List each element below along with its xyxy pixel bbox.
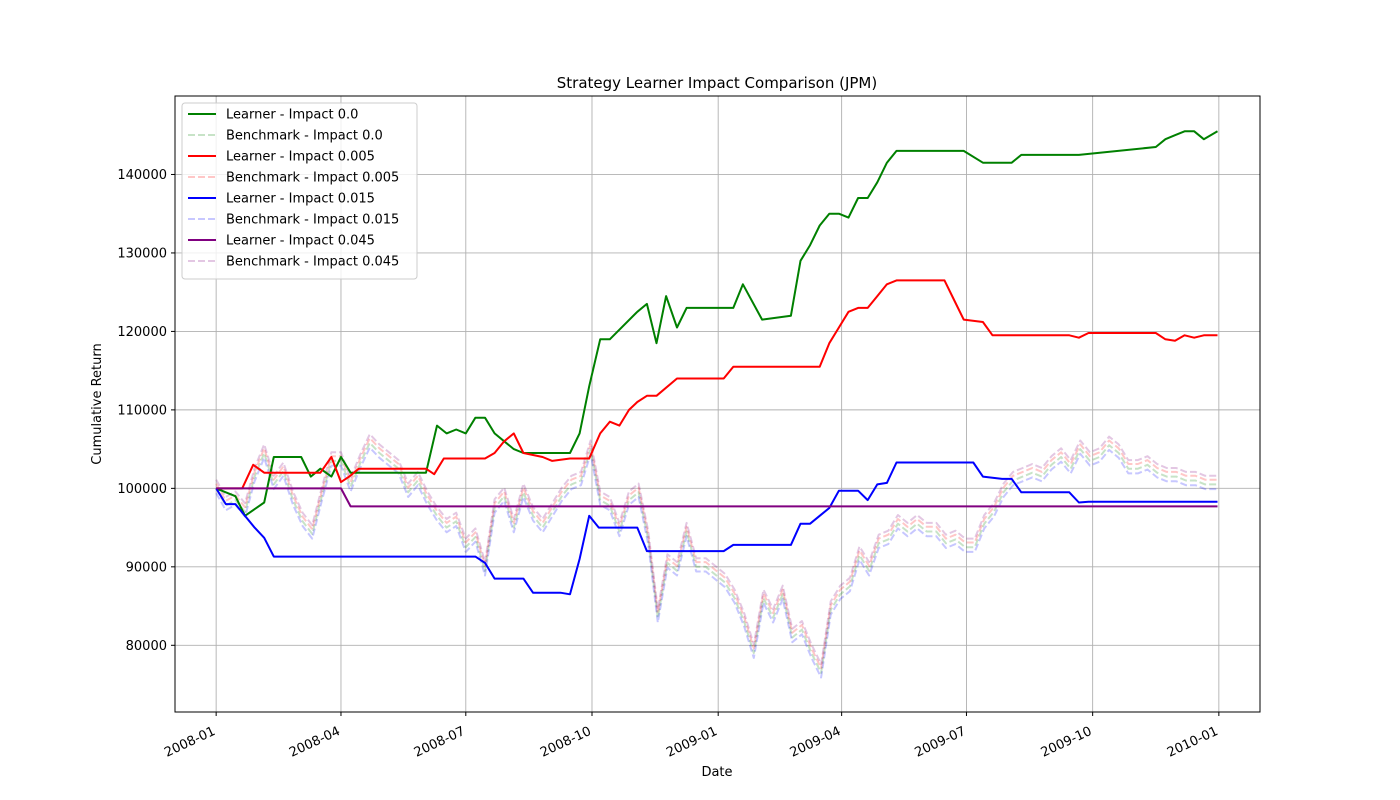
legend-label: Learner - Impact 0.0: [226, 108, 358, 123]
legend: Learner - Impact 0.0 Benchmark - Impact 0…: [181, 102, 418, 280]
y-tick-label: 90000: [126, 560, 167, 575]
plot-frame: [174, 95, 1261, 713]
series-layer: [215, 130, 1218, 679]
legend-box: [181, 102, 418, 280]
legend-label: Benchmark - Impact 0.005: [226, 171, 399, 186]
series-line-learner-6: [216, 487, 1218, 508]
legend-label: Benchmark - Impact 0.015: [226, 213, 399, 228]
x-axis-label: Date: [701, 765, 732, 780]
legend-label: Learner - Impact 0.015: [226, 192, 375, 207]
series-line-learner-2: [216, 279, 1218, 490]
y-tick-label: 120000: [117, 325, 167, 340]
y-axis-label: Cumulative Return: [90, 343, 105, 464]
y-tick-label: 80000: [126, 639, 167, 654]
legend-label: Learner - Impact 0.045: [226, 234, 375, 249]
legend-label: Learner - Impact 0.005: [226, 150, 375, 165]
y-tick-label: 100000: [117, 482, 167, 497]
series-line-benchmark-3: [215, 437, 1218, 670]
legend-label: Benchmark - Impact 0.0: [226, 129, 383, 144]
legend-label: Benchmark - Impact 0.045: [226, 255, 399, 270]
series-line-benchmark-7: [215, 433, 1218, 666]
chart-title: Strategy Learner Impact Comparison (JPM): [557, 74, 877, 92]
y-tick-label: 110000: [117, 403, 167, 418]
y-tick-label: 140000: [117, 168, 167, 183]
grid: [175, 96, 1260, 712]
series-line-learner-0: [215, 130, 1218, 517]
series-line-learner-4: [215, 461, 1218, 596]
series-line-benchmark-1: [215, 441, 1218, 674]
series-line-benchmark-5: [215, 446, 1218, 679]
y-tick-label: 130000: [117, 246, 167, 261]
